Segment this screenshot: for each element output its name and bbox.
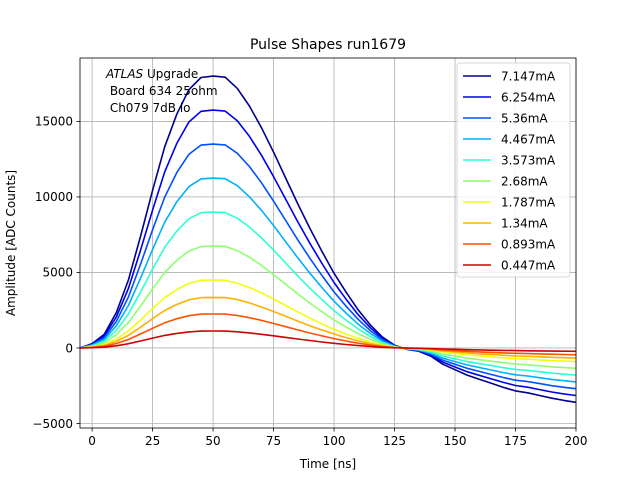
- x-tick-label: 0: [88, 434, 96, 448]
- legend-label: 3.573mA: [501, 153, 556, 167]
- legend-label: 4.467mA: [501, 132, 556, 146]
- series-line-10: [79, 330, 577, 353]
- series-line-9: [79, 313, 577, 356]
- x-tick-label: 150: [444, 434, 467, 448]
- chart-annotation: ATLAS Upgrade Board 634 25ohm Ch079 7dB …: [105, 67, 218, 115]
- series-line-3: [79, 143, 577, 390]
- series-line-6: [79, 245, 577, 370]
- legend-label: 6.254mA: [501, 90, 556, 104]
- x-axis: 0 25 50 75 100 125 150 175 200: [88, 428, 587, 448]
- legend-label: 7.147mA: [501, 69, 556, 83]
- chart-title: Pulse Shapes run1679: [250, 37, 406, 53]
- series-line-1: [79, 75, 577, 404]
- x-tick-label: 50: [205, 434, 220, 448]
- annotation-atlas: ATLAS: [105, 67, 144, 81]
- series-line-7: [79, 279, 577, 363]
- y-tick-label: 15000: [35, 115, 73, 129]
- y-axis: −5000 0 5000 10000 15000: [32, 115, 80, 431]
- series-lines: [79, 75, 577, 404]
- x-tick-label: 75: [266, 434, 281, 448]
- plot-frame: [79, 57, 577, 429]
- legend-label: 2.68mA: [501, 174, 548, 188]
- y-tick-label: 5000: [42, 266, 73, 280]
- legend-label: 5.36mA: [501, 111, 548, 125]
- x-tick-label: 200: [565, 434, 588, 448]
- series-line-5: [79, 211, 577, 376]
- x-tick-label: 125: [383, 434, 406, 448]
- annotation-board: Board 634 25ohm: [106, 84, 218, 98]
- legend-label: 0.447mA: [501, 258, 556, 272]
- legend-label: 0.893mA: [501, 237, 556, 251]
- legend: 7.147mA 6.254mA 5.36mA 4.467mA 3.573mA 2.68mA…: [456, 62, 571, 278]
- y-tick-label: 10000: [35, 190, 73, 204]
- series-line-4: [79, 177, 577, 383]
- svg-text:ATLAS Upgrade: ATLAS Upgrade: [105, 67, 198, 81]
- x-tick-label: 100: [323, 434, 346, 448]
- series-line-2: [79, 109, 577, 397]
- annotation-upgrade: Upgrade: [143, 67, 198, 81]
- y-tick-label: 0: [65, 341, 73, 355]
- y-tick-label: −5000: [32, 417, 73, 431]
- legend-label: 1.787mA: [501, 195, 556, 209]
- series-line-8: [79, 296, 577, 359]
- x-axis-label: Time [ns]: [299, 457, 356, 471]
- x-tick-label: 25: [145, 434, 160, 448]
- annotation-channel: Ch079 7dB lo: [106, 101, 191, 115]
- y-axis-label: Amplitude [ADC Counts]: [4, 170, 18, 316]
- x-tick-label: 175: [504, 434, 527, 448]
- legend-label: 1.34mA: [501, 216, 548, 230]
